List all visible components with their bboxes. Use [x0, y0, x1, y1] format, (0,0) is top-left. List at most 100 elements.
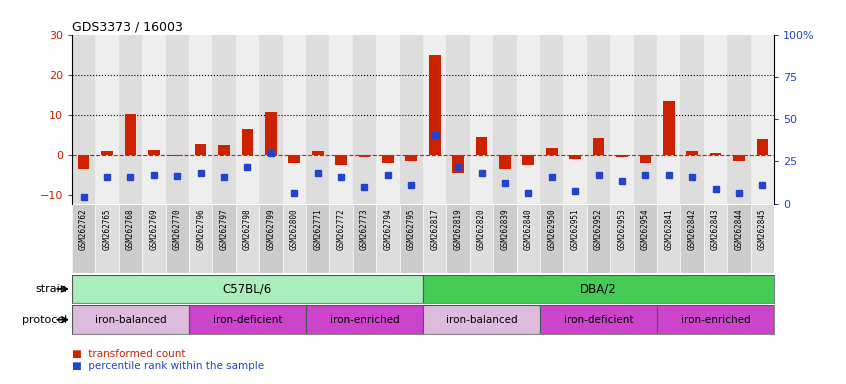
Text: GSM262771: GSM262771 — [313, 209, 322, 250]
Bar — [423, 275, 774, 303]
Bar — [72, 275, 423, 303]
Text: GSM262768: GSM262768 — [126, 209, 135, 250]
Bar — [142, 205, 166, 273]
Bar — [610, 35, 634, 204]
Bar — [96, 205, 118, 273]
Bar — [447, 205, 470, 273]
Text: GSM262840: GSM262840 — [524, 209, 533, 250]
Text: GSM262797: GSM262797 — [220, 209, 228, 250]
Bar — [517, 205, 540, 273]
Bar — [593, 138, 604, 155]
Bar — [376, 205, 399, 273]
Bar — [265, 112, 277, 155]
Bar — [704, 205, 728, 273]
Bar — [166, 205, 189, 273]
Text: protocol: protocol — [23, 314, 68, 325]
Bar — [546, 148, 558, 155]
Bar — [189, 305, 306, 334]
Bar — [470, 35, 493, 204]
Text: strain: strain — [36, 284, 68, 294]
Bar — [353, 205, 376, 273]
Text: iron-enriched: iron-enriched — [681, 314, 750, 325]
Bar — [399, 205, 423, 273]
Bar — [728, 35, 750, 204]
Bar — [283, 35, 306, 204]
Bar — [102, 151, 113, 155]
Bar — [329, 35, 353, 204]
Text: GSM262773: GSM262773 — [360, 209, 369, 250]
Bar — [587, 205, 610, 273]
Bar — [657, 35, 680, 204]
Bar — [124, 114, 136, 155]
Bar — [306, 35, 329, 204]
Bar — [493, 35, 517, 204]
Bar — [236, 35, 259, 204]
Bar — [447, 35, 470, 204]
Text: GSM262796: GSM262796 — [196, 209, 205, 250]
Text: GSM262842: GSM262842 — [688, 209, 696, 250]
Bar — [283, 205, 306, 273]
Bar — [288, 155, 300, 163]
Bar — [563, 35, 587, 204]
Bar — [733, 155, 744, 161]
Bar — [212, 35, 236, 204]
Bar — [423, 35, 447, 204]
Bar — [680, 205, 704, 273]
Bar — [78, 155, 90, 169]
Bar — [423, 205, 447, 273]
Text: GSM262820: GSM262820 — [477, 209, 486, 250]
Bar — [306, 205, 329, 273]
Text: GSM262954: GSM262954 — [641, 209, 650, 250]
Bar — [540, 205, 563, 273]
Text: iron-enriched: iron-enriched — [330, 314, 399, 325]
Bar — [359, 155, 371, 157]
Bar — [242, 129, 253, 155]
Bar — [142, 35, 166, 204]
Bar — [166, 35, 189, 204]
Text: GSM262952: GSM262952 — [594, 209, 603, 250]
Bar — [686, 151, 698, 155]
Bar — [399, 35, 423, 204]
Bar — [236, 205, 259, 273]
Text: iron-balanced: iron-balanced — [95, 314, 166, 325]
Bar — [634, 35, 657, 204]
Text: GSM262844: GSM262844 — [734, 209, 744, 250]
Bar — [312, 151, 323, 155]
Bar — [475, 137, 487, 155]
Bar — [750, 205, 774, 273]
Bar — [306, 305, 423, 334]
Bar — [118, 35, 142, 204]
Text: GSM262951: GSM262951 — [571, 209, 580, 250]
Text: GSM262765: GSM262765 — [102, 209, 112, 250]
Text: GSM262798: GSM262798 — [243, 209, 252, 250]
Bar — [72, 35, 96, 204]
Bar — [453, 155, 464, 173]
Text: GSM262953: GSM262953 — [618, 209, 626, 250]
Bar — [523, 155, 534, 165]
Bar — [470, 205, 493, 273]
Bar — [640, 155, 651, 163]
Text: GSM262762: GSM262762 — [80, 209, 88, 250]
Text: GSM262845: GSM262845 — [758, 209, 766, 250]
Bar — [610, 205, 634, 273]
Bar — [189, 205, 212, 273]
Bar — [382, 155, 393, 163]
Bar — [756, 139, 768, 155]
Bar — [540, 35, 563, 204]
Bar — [587, 35, 610, 204]
Text: iron-deficient: iron-deficient — [563, 314, 634, 325]
Bar — [405, 155, 417, 161]
Bar — [72, 205, 96, 273]
Text: ■  transformed count: ■ transformed count — [72, 349, 185, 359]
Text: GSM262843: GSM262843 — [711, 209, 720, 250]
Bar — [259, 35, 283, 204]
Bar — [376, 35, 399, 204]
Text: GDS3373 / 16003: GDS3373 / 16003 — [72, 20, 183, 33]
Bar — [563, 205, 587, 273]
Bar — [493, 205, 517, 273]
Bar — [148, 151, 160, 155]
Bar — [212, 205, 236, 273]
Text: C57BL/6: C57BL/6 — [222, 283, 272, 295]
Bar — [353, 35, 376, 204]
Bar — [259, 205, 283, 273]
